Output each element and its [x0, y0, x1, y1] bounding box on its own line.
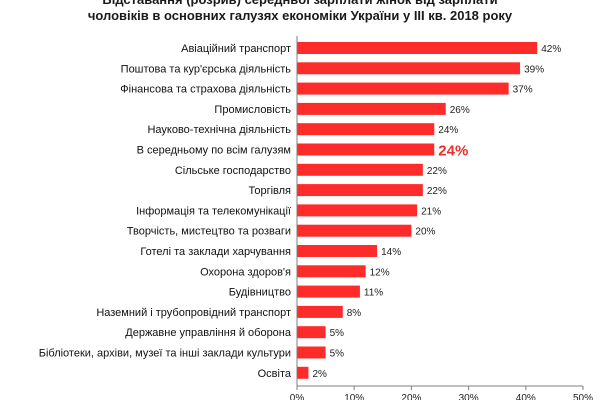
value-label: 14%	[381, 247, 401, 258]
bar	[297, 265, 366, 278]
category-label: Будівництво	[229, 287, 291, 299]
value-label: 42%	[541, 44, 561, 55]
bar	[297, 224, 412, 237]
value-label: 22%	[427, 186, 447, 197]
category-label: Інформація та телекомунікації	[136, 205, 291, 217]
bar	[297, 204, 418, 217]
x-tick-label: 30%	[459, 393, 479, 400]
x-tick-label: 20%	[401, 393, 421, 400]
value-label: 20%	[415, 227, 435, 238]
bars-group	[297, 42, 538, 379]
bar	[297, 245, 378, 257]
value-label: 12%	[370, 267, 390, 278]
chart-title-line-1: Відставання (розрив) середньої зарплати …	[0, 0, 600, 8]
x-tick-label: 40%	[516, 393, 536, 400]
bar	[297, 366, 309, 379]
x-tick-label: 0%	[290, 393, 305, 400]
category-label: Сільське господарство	[175, 165, 291, 177]
category-label: Поштова та кур'єрська діяльність	[121, 63, 292, 75]
category-label: Наземний і трубопровідний транспорт	[96, 307, 291, 319]
category-label: Охорона здоров'я	[200, 266, 291, 278]
bar	[297, 42, 538, 54]
category-label: Авіаційний транспорт	[181, 43, 291, 55]
category-label: Державне управління й оборона	[125, 327, 292, 339]
value-label: 11%	[364, 288, 383, 299]
bar	[297, 346, 326, 359]
value-labels: 42% 39% 37% 26% 24% 24% 22% 22% 21% 20% 14% 12% 11%8…	[312, 44, 561, 380]
category-label: Промисловість	[214, 104, 291, 116]
bar	[297, 184, 423, 197]
bar	[297, 163, 423, 176]
value-label: 2%	[312, 369, 327, 380]
value-label: 21%	[421, 206, 441, 217]
value-label: 24%	[438, 143, 468, 160]
bar	[297, 285, 360, 298]
category-label: Бібліотеки, архіви, музеї та інші заклад…	[39, 348, 291, 360]
bar	[297, 305, 343, 318]
bar	[297, 326, 326, 339]
value-label: 24%	[438, 125, 458, 136]
bar	[297, 82, 509, 95]
bar	[297, 123, 435, 136]
category-label: Творчість, мистецтво та розваги	[127, 226, 291, 238]
x-tick-label: 50%	[573, 393, 593, 400]
value-label: 26%	[450, 105, 470, 116]
x-tick-label: 10%	[344, 393, 364, 400]
bar	[297, 62, 521, 75]
bar	[297, 102, 446, 115]
value-label: 5%	[330, 328, 345, 339]
category-label: Готелі та заклади харчування	[140, 246, 291, 258]
value-label: 22%	[427, 166, 447, 177]
category-label: Науково-технічна діяльність	[147, 124, 291, 136]
category-label: Освіта	[258, 368, 292, 380]
bar	[297, 143, 435, 156]
category-labels: Авіаційний транспорт Поштова та кур'єрськ…	[39, 43, 292, 380]
value-label: 8%	[347, 308, 362, 319]
value-label: 37%	[513, 85, 533, 96]
category-label: Торгівля	[248, 185, 291, 197]
category-label: В середньому по всім галузям	[137, 145, 291, 157]
x-axis: 0% 10% 20% 30% 40% 50%	[290, 35, 593, 400]
chart-title-line-2: чоловіків в основних галузях економіки У…	[87, 8, 513, 23]
category-label: Фінансова та страхова діяльність	[120, 84, 291, 96]
chart-title: Відставання (розрив) середньої зарплати …	[0, 0, 600, 24]
value-label: 5%	[330, 349, 345, 360]
value-label: 39%	[524, 64, 544, 75]
